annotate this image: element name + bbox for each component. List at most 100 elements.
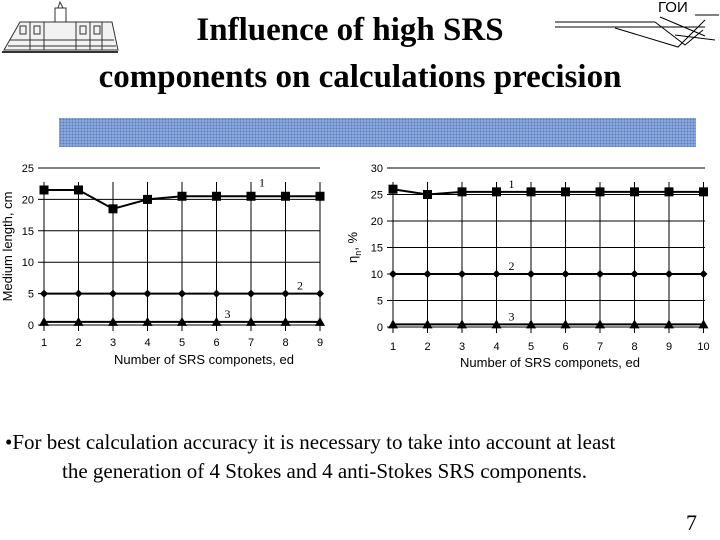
left-series-2-point	[316, 289, 324, 298]
slide-title-line2: components on calculations precision	[98, 59, 622, 95]
right-xtick-label: 8	[631, 341, 637, 353]
left-series-3-point	[108, 316, 118, 326]
right-xtick-label: 6	[562, 341, 568, 353]
right-series-3-point	[388, 319, 398, 329]
left-series-2-point	[212, 289, 221, 298]
right-series-3-point	[664, 319, 674, 329]
left-series-1-point	[108, 204, 118, 214]
right-series-2-point	[423, 270, 432, 278]
right-xtick-label: 10	[697, 341, 709, 353]
left-series-3-point	[280, 316, 291, 326]
bullet-text-line2: the generation of 4 Stokes and 4 anti-St…	[62, 459, 587, 483]
right-series-2-point	[458, 270, 466, 278]
left-xtick-label: 7	[248, 337, 254, 349]
decorative-band	[59, 118, 696, 147]
right-series-2-point	[561, 270, 570, 278]
left-series-1-point	[143, 194, 152, 204]
right-ytick-label: 0	[377, 322, 383, 334]
left-series-2-point	[74, 289, 83, 298]
page-number: 7	[686, 510, 697, 535]
right-series-1-label: 1	[509, 177, 515, 191]
left-ytick-label: 20	[22, 194, 34, 206]
bullet-text-line1: For best calculation accuracy it is nece…	[12, 430, 616, 454]
right-series-3-point	[422, 319, 433, 329]
left-ytick-label: 10	[22, 257, 34, 269]
left-series-2-point	[109, 289, 117, 298]
left-series-1-point	[39, 185, 49, 195]
left-series-2-label: 2	[297, 279, 303, 293]
left-series-1-point	[315, 191, 325, 201]
left-series-3-point	[73, 316, 84, 326]
left-xtick-label: 6	[213, 337, 219, 349]
left-xtick-label: 9	[317, 337, 323, 349]
right-series-1-point	[595, 187, 605, 197]
right-xtick-label: 7	[597, 341, 603, 353]
right-series-1-point	[457, 187, 467, 197]
left-series-3-point	[315, 316, 325, 326]
right-series-2-point	[527, 270, 535, 278]
left-series-2-point	[247, 289, 255, 298]
right-series-2-point	[699, 270, 708, 278]
left-series-1-point	[246, 191, 256, 201]
left-series-1-point	[74, 185, 83, 195]
right-series-2-label: 2	[509, 259, 515, 273]
bullet-mark: •	[5, 430, 13, 454]
right-series-3-point	[491, 319, 502, 329]
left-series-2-point	[281, 289, 290, 298]
bullet-paragraph: •For best calculation accuracy it is nec…	[5, 428, 717, 486]
left-series-3-label: 3	[225, 307, 231, 321]
left-xtick-label: 2	[75, 337, 81, 349]
right-series-1-point	[492, 187, 501, 197]
right-series-1-point	[388, 184, 398, 194]
right-xtick-label: 9	[666, 341, 672, 353]
left-series-1-label: 1	[259, 175, 265, 189]
left-series-1-point	[281, 191, 290, 201]
right-series-1-line	[392, 188, 704, 196]
right-series-1-point	[423, 190, 432, 199]
charts-area: 0 5 10 15 20 25 1 2 3 4 5 6 7 8 9 Number of SRS compone…	[0, 163, 710, 370]
right-series-1-point	[630, 187, 639, 197]
right-series-2-point	[596, 270, 604, 278]
right-series-3-label: 3	[509, 309, 515, 323]
right-series-2-point	[389, 270, 397, 278]
left-xtick-label: 3	[110, 337, 116, 349]
right-series-1-point	[699, 187, 708, 197]
left-xtick-label: 5	[179, 337, 185, 349]
right-series-1-point	[561, 187, 570, 197]
org-emblem-icon	[555, 14, 719, 48]
right-series-1-point	[526, 187, 536, 197]
left-xtick-label: 8	[282, 337, 288, 349]
org-mark-text: ГОИ	[658, 0, 688, 16]
right-series-3-point	[698, 319, 709, 329]
left-xtick-label: 4	[144, 337, 150, 349]
left-series-3-point	[142, 316, 153, 326]
left-series-3-point	[177, 316, 187, 326]
right-series-3-point	[457, 319, 467, 329]
left-x-axis-label: Number of SRS componets, ed	[114, 352, 294, 367]
left-series-2-point	[143, 289, 152, 298]
right-ytick-label: 5	[377, 296, 383, 308]
left-series-1-point	[212, 191, 221, 201]
slide-title-line1: Influence of high SRS	[196, 12, 504, 48]
left-series-3-point	[246, 316, 256, 326]
right-ytick-label: 25	[371, 190, 383, 202]
right-xtick-label: 2	[424, 341, 430, 353]
left-xtick-label: 1	[41, 337, 47, 349]
right-series-1-point	[664, 187, 674, 197]
right-ytick-label: 20	[371, 216, 383, 228]
left-series-1-point	[177, 191, 187, 201]
right-series-2-point	[665, 270, 673, 278]
right-series-2-point	[630, 270, 639, 278]
left-series-3-point	[211, 316, 222, 326]
left-y-axis-label: Medium length, cm	[0, 192, 15, 302]
right-y-axis-label: ηn, %	[345, 232, 363, 263]
left-ytick-label: 15	[22, 226, 34, 238]
right-series-2-point	[492, 270, 501, 278]
left-series-2-point	[40, 289, 48, 298]
right-ytick-label: 30	[371, 163, 383, 175]
right-xtick-label: 3	[459, 341, 465, 353]
right-series-3-point	[526, 319, 536, 329]
right-xtick-label: 1	[390, 341, 396, 353]
right-series-3-point	[560, 319, 571, 329]
right-xtick-label: 4	[493, 341, 499, 353]
